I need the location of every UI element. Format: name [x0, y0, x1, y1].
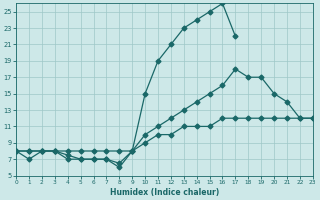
X-axis label: Humidex (Indice chaleur): Humidex (Indice chaleur) [110, 188, 219, 197]
